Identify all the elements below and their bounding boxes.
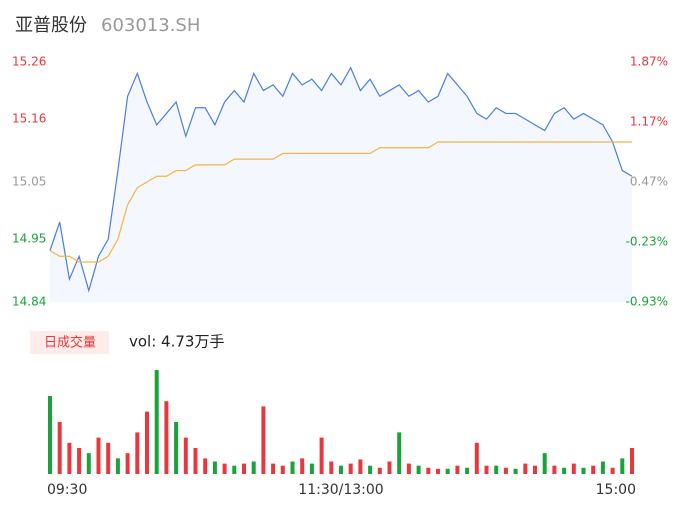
- volume-tag-bg: [30, 331, 109, 354]
- volume-bar: [77, 448, 82, 474]
- volume-bar: [280, 465, 285, 474]
- volume-bar: [455, 465, 460, 474]
- volume-bar: [358, 459, 363, 474]
- volume-summary: vol: 4.73万手: [129, 333, 224, 351]
- y-tick-label: 14.84: [12, 295, 46, 309]
- volume-bar: [232, 465, 237, 474]
- volume-bar: [387, 461, 392, 474]
- volume-bar: [397, 432, 402, 474]
- volume-bar: [135, 432, 140, 474]
- y2-tick-label: 1.87%: [630, 55, 668, 69]
- volume-bar: [542, 453, 547, 474]
- average-line: [49, 141, 632, 263]
- volume-bar: [57, 422, 62, 474]
- stock-name: 亚普股份: [15, 15, 87, 36]
- y-tick-label: 15.16: [12, 112, 46, 126]
- volume-bar: [465, 467, 470, 474]
- y2-tick-label: -0.93%: [626, 295, 668, 309]
- volume-bar: [67, 442, 72, 474]
- x-tick-label: 09:30: [47, 482, 87, 498]
- volume-bar: [125, 453, 130, 474]
- volume-bar: [154, 370, 159, 474]
- volume-bar: [368, 465, 373, 474]
- volume-bar: [300, 458, 305, 474]
- y-tick-label: 15.05: [12, 175, 46, 189]
- volume-bar: [193, 448, 198, 474]
- volume-bar: [503, 467, 508, 474]
- volume-bar: [174, 422, 179, 474]
- volume-bar: [319, 437, 324, 474]
- volume-bar: [513, 468, 518, 474]
- volume-bar: [339, 465, 343, 474]
- volume-bar: [251, 461, 256, 474]
- y-tick-label: 15.26: [12, 55, 46, 69]
- volume-bar: [610, 467, 615, 474]
- y-tick-label: 14.95: [12, 232, 46, 246]
- volume-bar: [183, 437, 188, 474]
- volume-bar: [290, 461, 295, 474]
- volume-bar: [271, 463, 276, 474]
- volume-bar: [523, 463, 528, 474]
- volume-bar: [474, 442, 479, 474]
- volume-bar: [48, 396, 52, 474]
- y2-tick-label: 1.17%: [630, 115, 668, 129]
- volume-bar: [145, 411, 149, 474]
- volume-bar: [377, 467, 382, 474]
- volume-bar: [494, 465, 499, 474]
- volume-tag: 日成交量: [44, 335, 96, 351]
- volume-bar: [86, 453, 91, 474]
- x-tick-label: 15:00: [596, 482, 636, 498]
- volume-bar: [115, 458, 120, 474]
- volume-bar: [426, 467, 431, 474]
- volume-bar: [484, 465, 489, 474]
- volume-bar: [222, 463, 227, 474]
- volume-bar: [630, 448, 634, 474]
- volume-bar: [164, 401, 169, 474]
- volume-bar: [416, 465, 421, 474]
- volume-bar: [533, 465, 537, 474]
- volume-bar: [600, 461, 605, 474]
- x-tick-label: 11:30/13:00: [298, 482, 383, 498]
- volume-bar: [581, 467, 586, 474]
- volume-bar: [348, 463, 353, 474]
- volume-bar: [571, 463, 576, 474]
- volume-bar: [436, 468, 440, 474]
- y2-tick-label: -0.23%: [626, 235, 668, 249]
- volume-bar: [309, 463, 314, 474]
- stock-code: 603013.SH: [101, 15, 200, 36]
- volume-bar: [203, 458, 208, 474]
- volume-bar: [562, 467, 567, 474]
- volume-bar: [445, 468, 450, 474]
- volume-bar: [591, 465, 596, 474]
- y2-tick-label: 0.47%: [630, 175, 668, 189]
- volume-bar: [329, 461, 334, 474]
- volume-bar: [212, 461, 217, 474]
- volume-bar: [620, 458, 625, 474]
- volume-bar: [242, 463, 246, 474]
- price-area: [50, 67, 632, 302]
- price-line: [49, 66, 633, 293]
- volume-bar: [96, 437, 101, 474]
- volume-bar: [552, 465, 557, 474]
- volume-bar: [106, 442, 111, 474]
- volume-bar: [406, 463, 411, 474]
- volume-bar: [261, 406, 266, 474]
